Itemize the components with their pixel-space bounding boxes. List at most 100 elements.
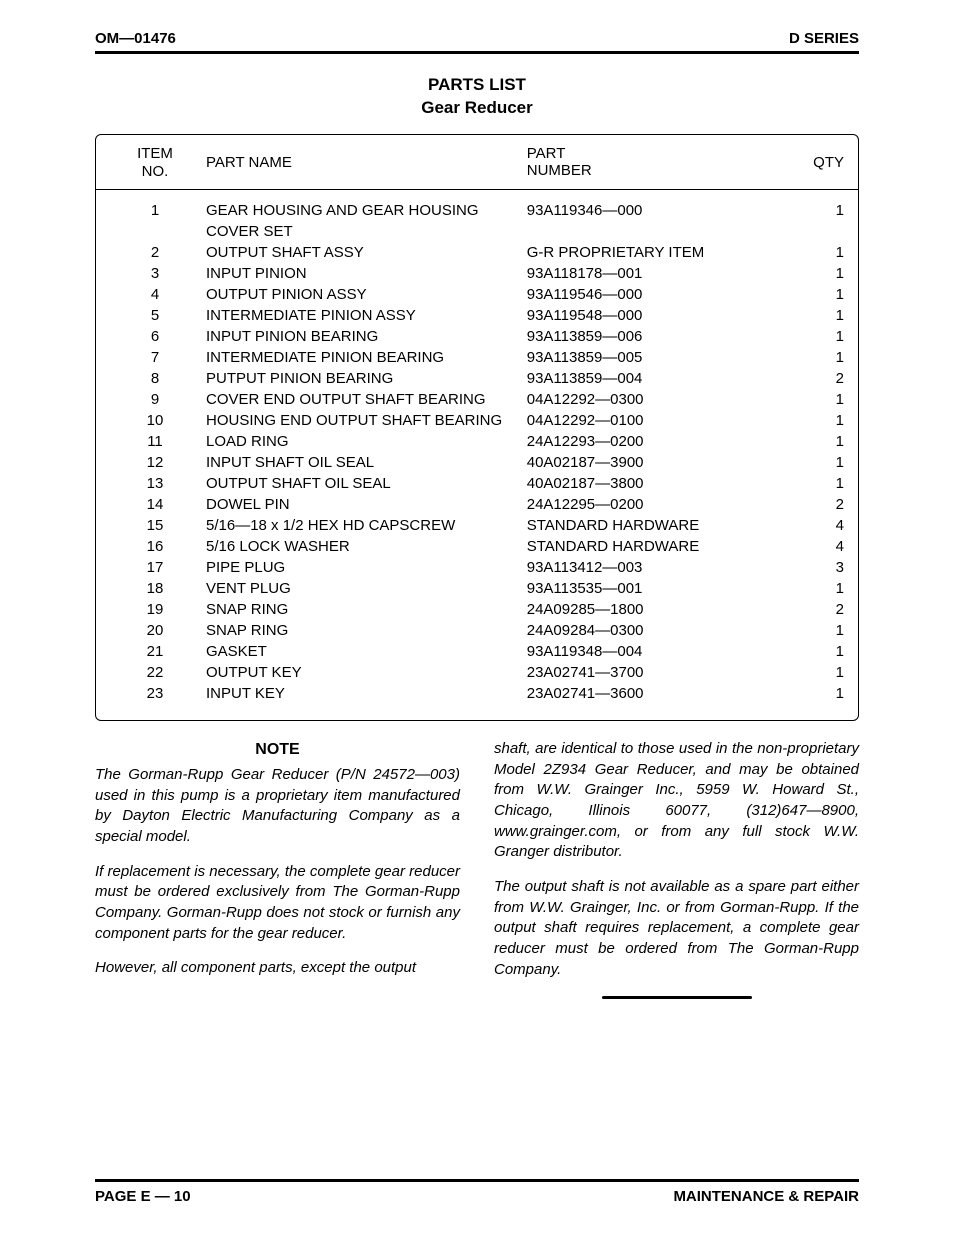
- cell-qty: 1: [794, 620, 844, 641]
- cell-part: 23A02741—3700: [527, 662, 794, 683]
- cell-qty: 1: [794, 662, 844, 683]
- cell-name: GEAR HOUSING AND GEAR HOUSING: [200, 200, 527, 221]
- cell-item: 17: [110, 557, 200, 578]
- cell-part: 40A02187—3800: [527, 473, 794, 494]
- cell-qty: 1: [794, 410, 844, 431]
- cell-name: PUTPUT PINION BEARING: [200, 368, 527, 389]
- cell-qty: 1: [794, 305, 844, 326]
- table-row: 11LOAD RING24A12293—02001: [110, 431, 844, 452]
- table-row: 8PUTPUT PINION BEARING93A113859—0042: [110, 368, 844, 389]
- cell-name-cont: COVER SET: [200, 221, 527, 242]
- table-row: 155/16—18 x 1/2 HEX HD CAPSCREWSTANDARD …: [110, 515, 844, 536]
- note-heading: NOTE: [95, 739, 460, 761]
- cell-part: STANDARD HARDWARE: [527, 536, 794, 557]
- table-row: 18VENT PLUG93A113535—0011: [110, 578, 844, 599]
- table-row: 3INPUT PINION93A118178—0011: [110, 263, 844, 284]
- footer-left: PAGE E — 10: [95, 1188, 191, 1205]
- cell-name: INPUT PINION: [200, 263, 527, 284]
- cell-item: 18: [110, 578, 200, 599]
- cell-part: 24A12295—0200: [527, 494, 794, 515]
- cell-item: 13: [110, 473, 200, 494]
- cell-part: G-R PROPRIETARY ITEM: [527, 242, 794, 263]
- cell-item: 7: [110, 347, 200, 368]
- cell-item: 14: [110, 494, 200, 515]
- cell-item: 11: [110, 431, 200, 452]
- cell-name: PIPE PLUG: [200, 557, 527, 578]
- cell-part: 93A119348—004: [527, 641, 794, 662]
- cell-item: 10: [110, 410, 200, 431]
- th-qty: QTY: [794, 145, 844, 181]
- table-row: 22OUTPUT KEY23A02741—37001: [110, 662, 844, 683]
- cell-name: OUTPUT SHAFT ASSY: [200, 242, 527, 263]
- cell-name: INTERMEDIATE PINION BEARING: [200, 347, 527, 368]
- cell-item: 8: [110, 368, 200, 389]
- cell-name: INPUT PINION BEARING: [200, 326, 527, 347]
- table-row: 2OUTPUT SHAFT ASSYG-R PROPRIETARY ITEM1: [110, 242, 844, 263]
- cell-item: 20: [110, 620, 200, 641]
- cell-part: 24A09285—1800: [527, 599, 794, 620]
- table-row: 5INTERMEDIATE PINION ASSY93A119548—0001: [110, 305, 844, 326]
- title-line2: Gear Reducer: [95, 97, 859, 120]
- cell-part: 93A113859—005: [527, 347, 794, 368]
- cell-part: 40A02187—3900: [527, 452, 794, 473]
- table-header-row: ITEM NO. PART NAME PART NUMBER QTY: [96, 135, 858, 190]
- cell-part: 93A119346—000: [527, 200, 794, 221]
- cell-item: 3: [110, 263, 200, 284]
- header-right: D SERIES: [789, 30, 859, 47]
- table-row: 7INTERMEDIATE PINION BEARING93A113859—00…: [110, 347, 844, 368]
- cell-part: STANDARD HARDWARE: [527, 515, 794, 536]
- th-part: PART NUMBER: [527, 145, 794, 181]
- header-left: OM—01476: [95, 30, 176, 47]
- note-paragraph: shaft, are identical to those used in th…: [494, 739, 859, 863]
- cell-name: OUTPUT PINION ASSY: [200, 284, 527, 305]
- cell-part: 93A113859—004: [527, 368, 794, 389]
- cell-item: 19: [110, 599, 200, 620]
- cell-item: 12: [110, 452, 200, 473]
- cell-qty: 4: [794, 515, 844, 536]
- cell-item: 2: [110, 242, 200, 263]
- table-row: 165/16 LOCK WASHERSTANDARD HARDWARE4: [110, 536, 844, 557]
- table-row: COVER SET: [110, 221, 844, 242]
- cell-name: VENT PLUG: [200, 578, 527, 599]
- cell-qty: 2: [794, 368, 844, 389]
- cell-qty: 1: [794, 242, 844, 263]
- cell-qty: 1: [794, 683, 844, 704]
- table-row: 10HOUSING END OUTPUT SHAFT BEARING04A122…: [110, 410, 844, 431]
- cell-qty: 1: [794, 641, 844, 662]
- cell-name: HOUSING END OUTPUT SHAFT BEARING: [200, 410, 527, 431]
- cell-item: 15: [110, 515, 200, 536]
- cell-qty: 1: [794, 263, 844, 284]
- cell-part: 23A02741—3600: [527, 683, 794, 704]
- cell-name: DOWEL PIN: [200, 494, 527, 515]
- cell-qty: 4: [794, 536, 844, 557]
- cell-name: SNAP RING: [200, 620, 527, 641]
- table-body: 1 GEAR HOUSING AND GEAR HOUSING93A119346—…: [96, 190, 858, 710]
- cell-qty: 1: [794, 452, 844, 473]
- cell-name: INTERMEDIATE PINION ASSY: [200, 305, 527, 326]
- cell-item: 6: [110, 326, 200, 347]
- table-row: 13OUTPUT SHAFT OIL SEAL40A02187—38001: [110, 473, 844, 494]
- cell-qty: 2: [794, 494, 844, 515]
- end-rule: [602, 996, 752, 999]
- notes-left-column: NOTE The Gorman-Rupp Gear Reducer (P/N 2…: [95, 739, 460, 1000]
- cell-qty: 1: [794, 473, 844, 494]
- cell-item: 5: [110, 305, 200, 326]
- cell-part: 24A12293—0200: [527, 431, 794, 452]
- note-paragraph: However, all component parts, except the…: [95, 958, 460, 979]
- cell-qty: 1: [794, 200, 844, 221]
- cell-part: 24A09284—0300: [527, 620, 794, 641]
- page-header: OM—01476 D SERIES: [95, 30, 859, 54]
- note-paragraph: The output shaft is not available as a s…: [494, 877, 859, 980]
- table-row: 1 GEAR HOUSING AND GEAR HOUSING93A119346—…: [110, 200, 844, 221]
- cell-qty: 1: [794, 389, 844, 410]
- cell-qty: 1: [794, 578, 844, 599]
- parts-table: ITEM NO. PART NAME PART NUMBER QTY 1 GEAR…: [95, 134, 859, 721]
- notes-right-column: shaft, are identical to those used in th…: [494, 739, 859, 1000]
- cell-qty: 1: [794, 284, 844, 305]
- cell-part: 04A12292—0300: [527, 389, 794, 410]
- cell-name: SNAP RING: [200, 599, 527, 620]
- title-block: PARTS LIST Gear Reducer: [95, 74, 859, 120]
- th-name: PART NAME: [200, 145, 527, 181]
- cell-name: COVER END OUTPUT SHAFT BEARING: [200, 389, 527, 410]
- cell-qty: 2: [794, 599, 844, 620]
